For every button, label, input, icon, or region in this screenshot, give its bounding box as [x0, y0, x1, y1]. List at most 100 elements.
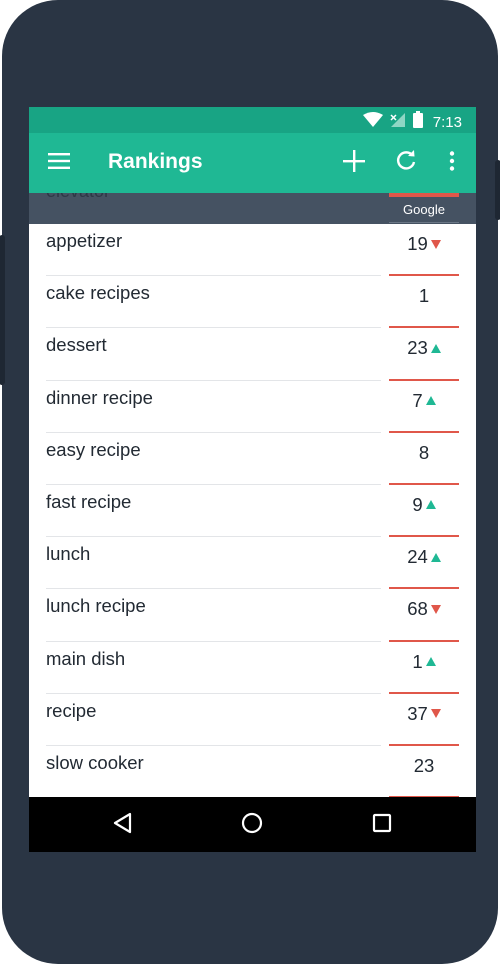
- rank-cell: 8: [389, 441, 459, 465]
- screen: 7:13 Rankings: [29, 107, 476, 852]
- rank-cell: 9: [389, 493, 459, 517]
- rank-underline: [389, 639, 459, 642]
- header-rank-underline: [389, 193, 459, 197]
- keyword-label: appetizer: [46, 230, 123, 251]
- rankings-list: appetizer 19 cake recipes 1 dessert 23 dinner …: [29, 224, 476, 799]
- trend-down-icon: [430, 239, 441, 249]
- row-divider: [46, 327, 381, 329]
- trend-down-icon: [430, 709, 441, 719]
- rank-underline: [389, 378, 459, 381]
- row-divider: [46, 275, 381, 277]
- sticky-column-header: elevator Google: [29, 193, 476, 224]
- keyword-label: easy recipe: [46, 438, 141, 460]
- recents-button[interactable]: [366, 809, 398, 841]
- cell-signal-icon: [389, 112, 407, 133]
- ranking-row[interactable]: appetizer 19: [29, 224, 476, 277]
- row-divider: [46, 588, 381, 590]
- refresh-button[interactable]: [392, 149, 420, 177]
- keyword-label: main dish: [46, 647, 126, 669]
- keyword-label: lunch recipe: [46, 595, 146, 617]
- wifi-icon: [362, 111, 383, 133]
- ranking-row[interactable]: dinner recipe 7: [29, 381, 476, 433]
- search-engine-label: Google: [403, 202, 445, 217]
- ranking-row[interactable]: fast recipe 9: [29, 485, 476, 538]
- ranking-row[interactable]: dessert 23: [29, 328, 476, 381]
- back-button[interactable]: [106, 809, 138, 841]
- trend-up-icon: [425, 657, 436, 666]
- ranking-row[interactable]: main dish 1: [29, 642, 476, 694]
- ranking-row[interactable]: recipe 37: [29, 694, 476, 746]
- rank-underline: [389, 482, 459, 485]
- trend-up-icon: [430, 552, 441, 562]
- ranking-row[interactable]: slow cooker 23: [29, 746, 476, 799]
- battery-icon: [412, 111, 423, 133]
- keyword-label: fast recipe: [46, 490, 132, 512]
- rank-underline: [389, 430, 459, 433]
- rank-value: 24: [407, 546, 428, 568]
- rank-cell: 1: [389, 650, 459, 674]
- trend-up-icon: [425, 396, 436, 406]
- rank-cell: 7: [389, 389, 459, 413]
- page-title: Rankings: [108, 150, 203, 173]
- refresh-icon: [395, 149, 417, 177]
- rank-value: 1: [412, 650, 423, 672]
- recents-square-icon: [372, 813, 392, 838]
- status-bar: 7:13: [29, 107, 476, 133]
- keyword-label: recipe: [46, 699, 97, 721]
- rank-cell: 23: [389, 336, 459, 360]
- menu-button[interactable]: [45, 149, 73, 177]
- add-button[interactable]: [340, 149, 368, 177]
- row-divider: [46, 483, 381, 485]
- rank-value: 1: [418, 285, 430, 307]
- row-divider: [46, 379, 381, 381]
- rank-underline: [389, 326, 459, 329]
- trend-up-icon: [425, 500, 436, 510]
- rank-value: 19: [407, 233, 428, 254]
- rank-underline: [389, 274, 459, 277]
- row-divider: [46, 536, 381, 538]
- ranking-row[interactable]: easy recipe 8: [29, 433, 476, 485]
- row-divider: [46, 431, 381, 433]
- hamburger-menu-icon: [48, 152, 70, 174]
- rank-value: 23: [407, 337, 428, 359]
- rank-value: 7: [412, 389, 423, 411]
- back-triangle-icon: [112, 812, 132, 839]
- rank-value: 8: [418, 441, 430, 463]
- trend-down-icon: [430, 604, 441, 614]
- row-divider: [46, 744, 381, 746]
- more-vert-icon: [449, 150, 455, 176]
- trend-up-icon: [430, 343, 441, 353]
- keyword-label: cake recipes: [46, 282, 150, 304]
- ranking-row[interactable]: cake recipes 1: [29, 276, 476, 329]
- rank-underline: [389, 743, 459, 746]
- keyword-label: dinner recipe: [46, 386, 153, 408]
- scrolled-keyword: elevator: [46, 193, 110, 202]
- rank-value: 9: [412, 493, 423, 515]
- power-button: [495, 160, 500, 220]
- ranking-row[interactable]: lunch 24: [29, 537, 476, 590]
- rank-cell: 37: [389, 702, 459, 726]
- app-toolbar: Rankings: [29, 133, 476, 193]
- status-time: 7:13: [432, 113, 462, 131]
- rank-value: 37: [407, 702, 428, 724]
- keyword-label: lunch: [46, 543, 91, 565]
- rank-underline: [389, 535, 459, 538]
- rank-cell: 1: [389, 284, 459, 308]
- rank-underline: [389, 587, 459, 590]
- rank-cell: 24: [389, 545, 459, 569]
- row-divider: [46, 640, 381, 642]
- rank-cell: 68: [389, 597, 459, 621]
- rank-cell: 23: [389, 754, 459, 778]
- home-button[interactable]: [236, 809, 268, 841]
- plus-icon: [343, 149, 365, 177]
- ranking-row[interactable]: lunch recipe 68: [29, 589, 476, 642]
- more-options-button[interactable]: [438, 149, 466, 177]
- keyword-label: dessert: [46, 334, 107, 356]
- rank-value: 23: [413, 754, 435, 776]
- row-divider: [46, 692, 381, 694]
- rank-value: 68: [407, 598, 428, 620]
- volume-button: [0, 235, 5, 385]
- rank-underline: [389, 691, 459, 694]
- home-circle-icon: [241, 812, 263, 839]
